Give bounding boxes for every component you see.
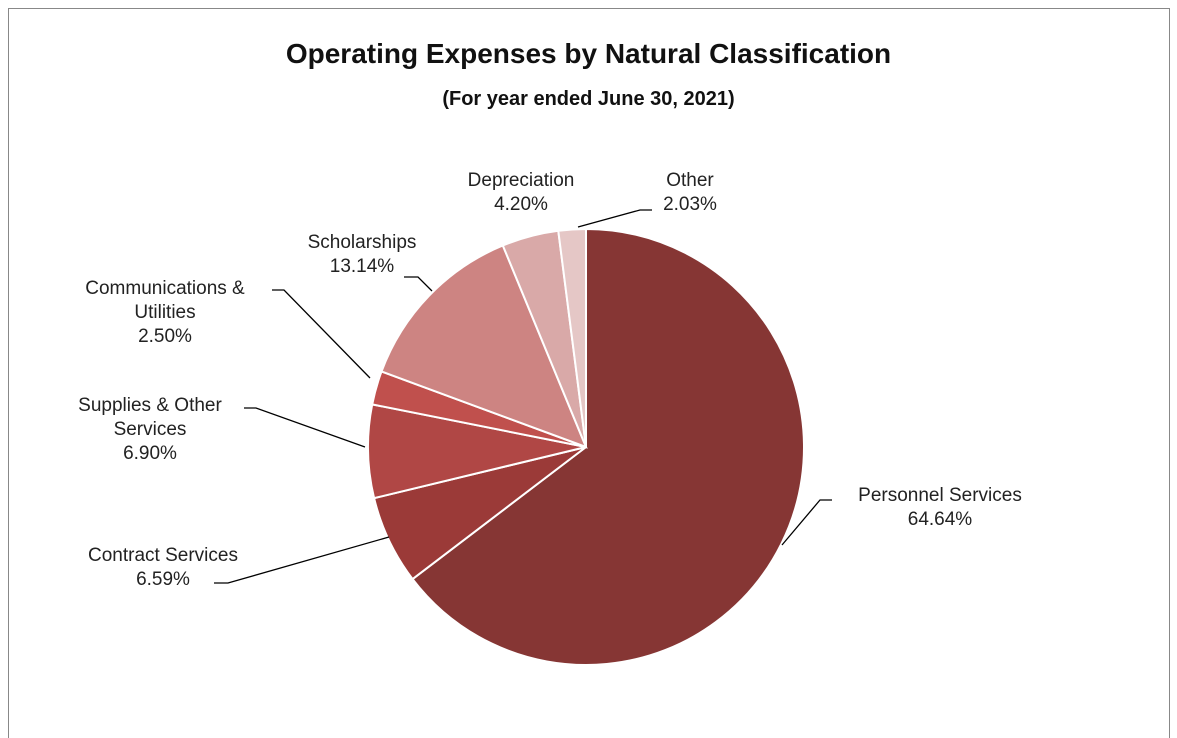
slice-label: Communications & Utilities 2.50%: [55, 277, 275, 349]
leader-line: [404, 276, 433, 292]
value-label: 13.14%: [329, 256, 395, 277]
category-name: Scholarships: [307, 232, 417, 253]
category-name: Other: [666, 170, 714, 191]
chart-title: Operating Expenses by Natural Classifica…: [285, 38, 892, 69]
slice-label: Other 2.03%: [640, 169, 740, 217]
value-label: 6.59%: [136, 569, 190, 590]
pie-slice: [411, 227, 805, 666]
slice-label: Depreciation 4.20%: [441, 169, 601, 217]
category-name: Personnel Services: [858, 485, 1022, 506]
category-name: Communications & Utilities: [85, 278, 245, 323]
value-label: 2.50%: [138, 326, 192, 347]
leader-line: [577, 209, 652, 228]
value-label: 4.20%: [494, 194, 548, 215]
slice-label: Scholarships 13.14%: [282, 231, 442, 279]
slice-label: Contract Services 6.59%: [53, 544, 273, 592]
pie-slice: [557, 227, 587, 448]
leader-line: [214, 536, 390, 584]
leader-line: [272, 289, 371, 379]
value-label: 2.03%: [663, 194, 717, 215]
category-name: Depreciation: [467, 170, 575, 191]
chart-subtitle: (For year ended June 30, 2021): [442, 88, 735, 110]
category-name: Contract Services: [88, 545, 238, 566]
value-label: 6.90%: [123, 443, 177, 464]
slice-label: Supplies & Other Services 6.90%: [50, 394, 250, 466]
slice-label: Personnel Services 64.64%: [820, 484, 1060, 532]
category-name: Supplies & Other Services: [78, 395, 222, 440]
chart-frame: [8, 8, 1170, 738]
pie-slice: [380, 244, 588, 449]
value-label: 64.64%: [907, 509, 973, 530]
leader-line: [781, 499, 832, 546]
leader-line: [244, 407, 366, 448]
